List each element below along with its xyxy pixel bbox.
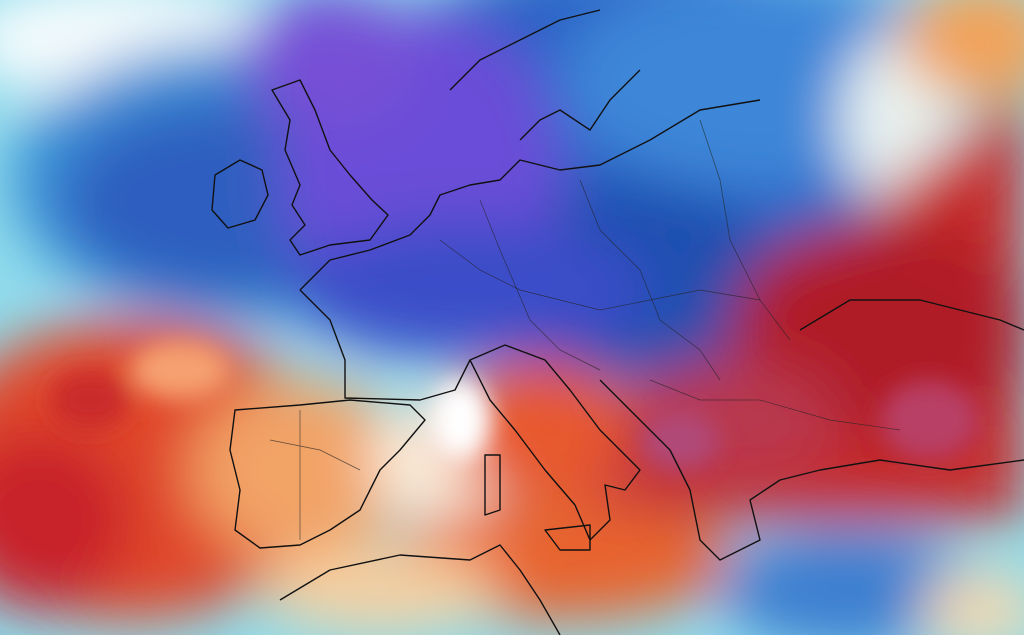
france-south <box>299 289 471 401</box>
ireland <box>211 159 269 229</box>
field-detail <box>50 340 980 470</box>
coastlines <box>211 9 1024 635</box>
sicily <box>544 524 591 551</box>
borders <box>269 119 901 540</box>
balkans <box>599 379 1024 561</box>
scandinavia <box>449 9 641 141</box>
black-sea <box>799 299 1024 331</box>
britain <box>271 79 389 256</box>
italy <box>469 344 641 541</box>
iberia <box>229 399 426 549</box>
continent-north <box>299 99 761 291</box>
africa <box>279 544 561 635</box>
sardinia <box>484 454 501 516</box>
